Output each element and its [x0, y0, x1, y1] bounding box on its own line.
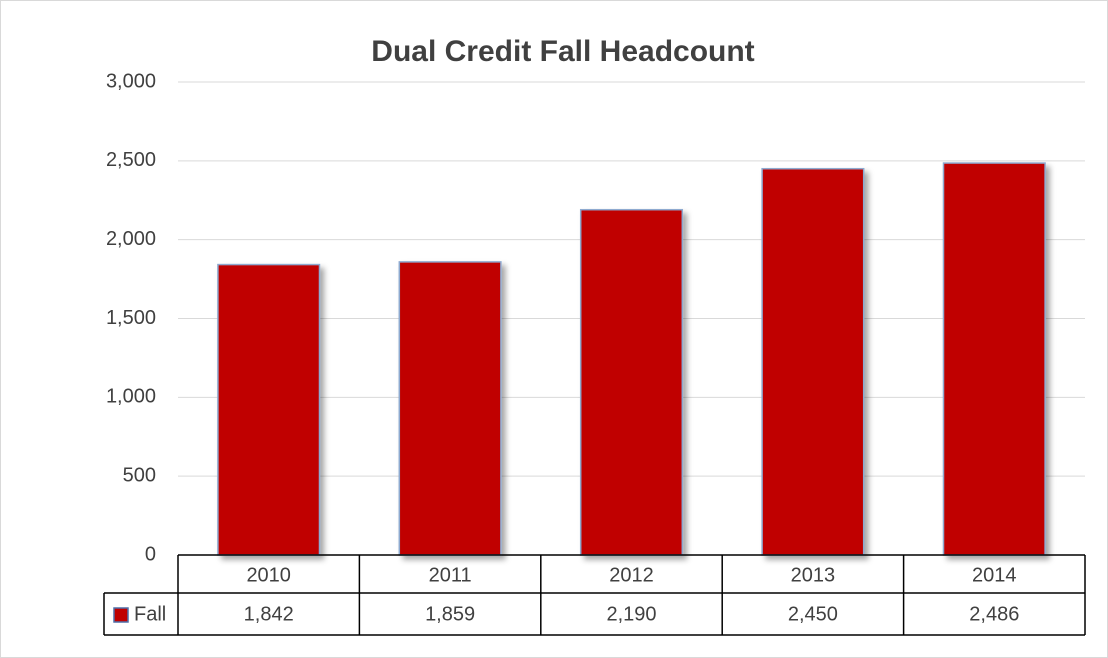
data-table-value: 2,190 — [606, 603, 656, 625]
legend-label: Fall — [134, 603, 166, 625]
legend-key — [113, 607, 129, 623]
x-tick-label: 2013 — [791, 564, 836, 586]
data-table-value: 2,450 — [788, 603, 838, 625]
y-tick-label: 0 — [145, 543, 156, 565]
y-tick-label: 2,000 — [106, 228, 156, 250]
bar — [217, 263, 321, 556]
y-tick-label: 1,500 — [106, 307, 156, 329]
bar — [942, 162, 1046, 556]
y-tick-label: 3,000 — [106, 70, 156, 92]
bar — [398, 261, 502, 556]
x-tick-label: 2012 — [609, 564, 654, 586]
y-tick-label: 1,000 — [106, 386, 156, 408]
y-tick-label: 2,500 — [106, 149, 156, 171]
data-table-value: 1,842 — [244, 603, 294, 625]
data-table-value: 2,486 — [969, 603, 1019, 625]
x-tick-label: 2010 — [246, 564, 291, 586]
bar — [761, 167, 865, 556]
data-table-value: 1,859 — [425, 603, 475, 625]
x-tick-label: 2011 — [429, 564, 472, 586]
bar — [579, 208, 684, 556]
chart-title: Dual Credit Fall Headcount — [371, 35, 754, 68]
y-tick-label: 500 — [123, 464, 156, 486]
x-tick-label: 2014 — [972, 564, 1017, 586]
